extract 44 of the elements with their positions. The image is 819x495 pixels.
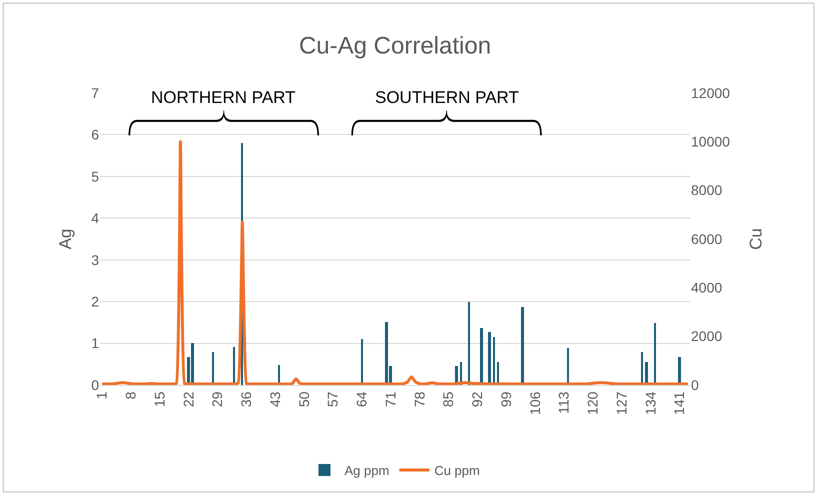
y2-tick-label: 8000 bbox=[691, 182, 722, 198]
annotation: NORTHERN PART bbox=[151, 88, 296, 107]
y2-tick-label: 6000 bbox=[691, 230, 722, 247]
y-tick-label: 2 bbox=[91, 293, 100, 310]
x-tick-label: 92 bbox=[469, 391, 486, 408]
y-tick-label: 5 bbox=[91, 168, 100, 184]
x-tick-label: 36 bbox=[238, 391, 254, 408]
x-tick-label: 99 bbox=[498, 391, 514, 408]
x-tick-label: 71 bbox=[382, 391, 398, 408]
x-tick-label: 15 bbox=[151, 391, 168, 408]
x-tick-label: 141 bbox=[671, 391, 688, 415]
annotation: SOUTHERN PART bbox=[375, 88, 519, 107]
x-tick-label: 120 bbox=[584, 391, 601, 415]
bar bbox=[468, 302, 470, 385]
y-tick-label: 4 bbox=[91, 210, 100, 226]
y2-axis-title: Cu bbox=[746, 228, 766, 250]
y-tick-label: 7 bbox=[91, 84, 100, 101]
x-tick-label: 113 bbox=[556, 391, 572, 414]
y-tick-label: 1 bbox=[91, 335, 100, 352]
y-tick-label: 3 bbox=[91, 252, 100, 268]
y-tick-label: 6 bbox=[91, 126, 100, 143]
x-tick-label: 22 bbox=[180, 391, 196, 408]
legend-label: Cu ppm bbox=[434, 463, 480, 478]
y2-tick-label: 0 bbox=[691, 376, 699, 393]
x-tick-label: 134 bbox=[642, 391, 658, 415]
legend-label: Ag ppm bbox=[344, 463, 390, 478]
y-axis-title: Ag bbox=[56, 228, 75, 250]
x-tick-label: 127 bbox=[613, 391, 630, 415]
x-tick-label: 64 bbox=[354, 391, 370, 408]
line-series bbox=[100, 140, 690, 385]
y-tick-label: 0 bbox=[91, 376, 100, 393]
y2-tick-label: 12000 bbox=[691, 84, 730, 101]
chart-title: Cu-Ag Correlation bbox=[298, 32, 492, 60]
x-tick-label: 78 bbox=[411, 391, 428, 408]
x-tick-label: 57 bbox=[324, 391, 341, 408]
y2-tick-label: 2000 bbox=[691, 328, 722, 344]
y2-tick-label: 4000 bbox=[691, 280, 722, 296]
x-tick-label: 106 bbox=[526, 391, 543, 415]
x-tick-label: 29 bbox=[209, 391, 226, 408]
y2-tick-label: 10000 bbox=[691, 134, 730, 150]
x-tick-label: 8 bbox=[122, 391, 138, 400]
x-tick-label: 43 bbox=[266, 391, 283, 408]
x-tick-label: 50 bbox=[296, 391, 312, 408]
x-tick-label: 85 bbox=[440, 391, 456, 408]
